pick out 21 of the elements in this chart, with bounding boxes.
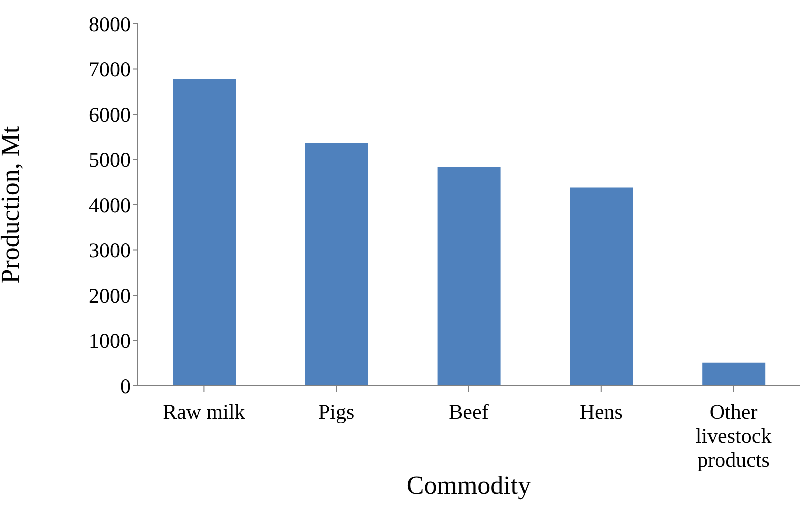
bar (173, 79, 236, 386)
x-tick-label: Hens (580, 400, 623, 424)
y-tick-label: 1000 (89, 329, 131, 354)
y-axis-title: Production, Mt (0, 126, 26, 284)
bar (438, 166, 501, 386)
y-tick-label: 3000 (89, 238, 131, 263)
y-tick-label: 0 (120, 374, 131, 398)
bar (305, 143, 368, 386)
x-tick-label: Other livestock products (696, 400, 772, 472)
x-tick-label: Beef (449, 400, 489, 424)
y-tick-label: 7000 (89, 58, 131, 82)
y-tick-label: 5000 (89, 148, 131, 172)
y-tick-label: 4000 (89, 193, 131, 218)
bar (570, 188, 634, 386)
y-tick-label: 6000 (89, 102, 131, 127)
bar (702, 362, 766, 386)
x-tick-label: Pigs (318, 400, 355, 424)
x-tick-label: Raw milk (163, 400, 246, 424)
y-tick-label: 8000 (89, 12, 131, 36)
y-tick-label: 2000 (89, 284, 131, 308)
x-axis-title: Commodity (406, 471, 532, 500)
